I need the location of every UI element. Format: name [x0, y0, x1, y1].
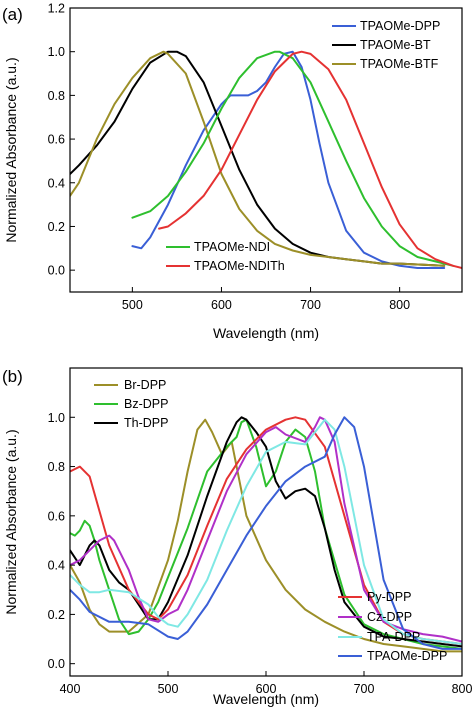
series-line-cz-dpp	[70, 416, 462, 643]
series-line-bz-dpp	[70, 418, 462, 650]
x-tick-label: 400	[60, 682, 81, 696]
y-tick-label: 1.2	[48, 2, 65, 16]
legend-label: Bz-DPP	[124, 397, 168, 411]
y-tick-label: 0.8	[48, 460, 65, 474]
series-line-th-dpp	[70, 416, 462, 648]
legend-label: TPAOMe-DPP	[367, 649, 447, 663]
legend-bottom-left: TPAOMe-NDI TPAOMe-NDITh	[166, 240, 285, 273]
series-line-tpaome-btf	[70, 50, 446, 267]
legend-label: TPAOMe-BTF	[360, 57, 439, 71]
y-tick-label: 0.6	[48, 133, 65, 147]
y-axis-label: Normalized Absorbance (a.u.)	[3, 57, 19, 242]
legend-label: Th-DPP	[124, 416, 168, 430]
legend-bottom-right: Py-DPP Cz-DPP TPA-DPP TPAOMe-DPP	[338, 590, 447, 663]
y-tick-label: 0.2	[48, 608, 65, 622]
y-tick-label: 0.8	[48, 89, 65, 103]
plot-area	[70, 50, 462, 269]
series-line-tpaome-ndith	[158, 50, 462, 269]
y-tick-label: 0.0	[48, 657, 65, 671]
x-axis-label: Wavelength (nm)	[213, 325, 319, 341]
legend-label: TPA-DPP	[367, 630, 420, 644]
x-tick-label: 500	[158, 682, 179, 696]
x-axis-label: Wavelength (nm)	[213, 691, 319, 707]
y-tick-label: 0.0	[48, 264, 65, 278]
legend-label: Br-DPP	[124, 378, 166, 392]
plot-frame	[69, 7, 463, 293]
legend-top-left: Br-DPP Bz-DPP Th-DPP	[94, 378, 168, 430]
legend-label: TPAOMe-DPP	[360, 19, 440, 33]
legend-label: TPAOMe-BT	[360, 38, 431, 52]
x-tick-label: 600	[211, 298, 232, 312]
x-tick-label: 700	[354, 682, 375, 696]
series-line-tpaome-dpp	[131, 50, 446, 269]
panel-label: (a)	[2, 5, 23, 24]
chart-panel-b: 400 500 600 700 800 0.0 0.2 0.4 0.6 0.8 1.0 Wavelen…	[2, 367, 472, 707]
y-tick-label: 1.0	[48, 411, 65, 425]
legend-label: Cz-DPP	[367, 610, 412, 624]
x-tick-label: 700	[300, 298, 321, 312]
y-tick-label: 0.4	[48, 176, 65, 190]
series-line-tpa-dpp	[70, 418, 462, 645]
x-tick-label: 500	[122, 298, 143, 312]
y-tick-label: 1.0	[48, 45, 65, 59]
x-tick-label: 800	[389, 298, 410, 312]
series-line-tpaome-ndi	[131, 50, 455, 267]
legend-label: TPAOMe-NDITh	[194, 259, 285, 273]
legend-label: Py-DPP	[367, 590, 411, 604]
panel-label: (b)	[2, 367, 23, 386]
y-tick-label: 0.2	[48, 220, 65, 234]
chart-panel-a: 500 600 700 800 0.0 0.2 0.4 0.6 0.8 1.0 1.2 Wavelen…	[2, 2, 463, 341]
legend-label: TPAOMe-NDI	[194, 240, 270, 254]
y-tick-label: 0.6	[48, 509, 65, 523]
series-line-tpaome-dpp	[70, 416, 462, 650]
plot-area	[70, 416, 462, 653]
x-tick-label: 800	[452, 682, 473, 696]
y-axis-label: Normalized Absorbance (a.u.)	[3, 429, 19, 614]
x-tick-label: 600	[256, 682, 277, 696]
y-tick-label: 0.4	[48, 559, 65, 573]
legend-top-right: TPAOMe-DPP TPAOMe-BT TPAOMe-BTF	[332, 19, 440, 71]
